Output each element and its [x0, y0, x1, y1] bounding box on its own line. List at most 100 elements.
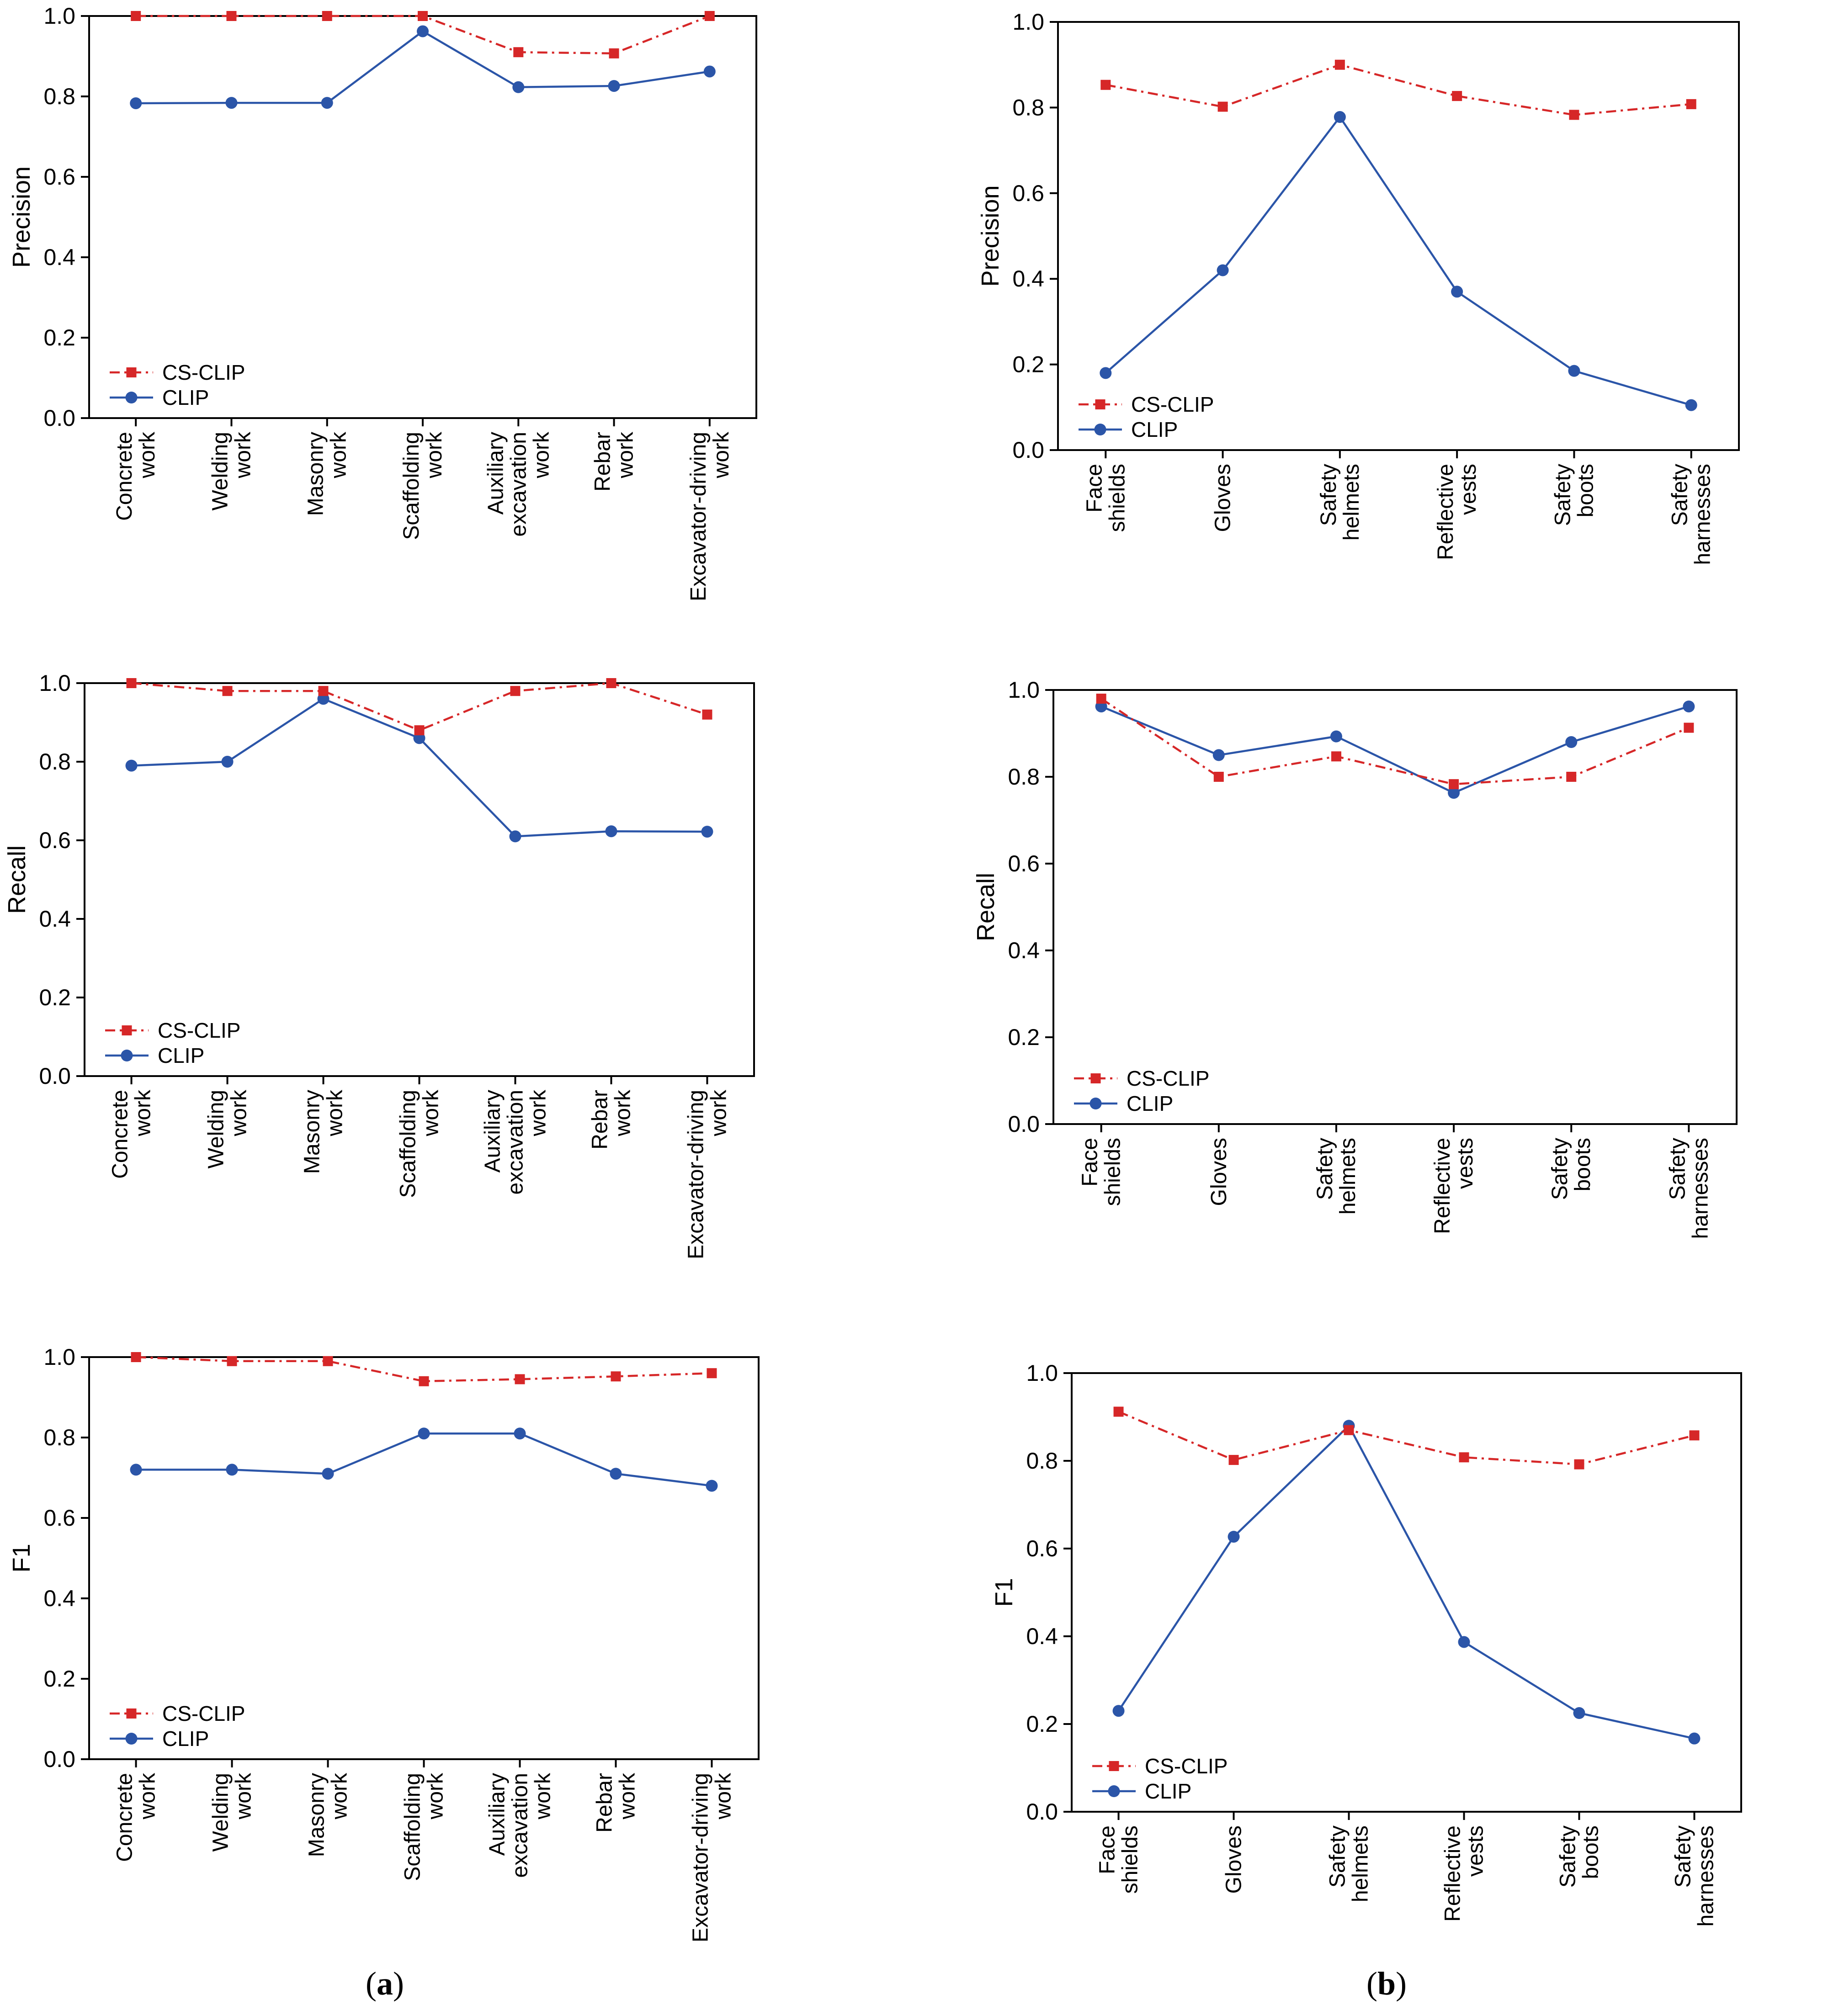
y-tick-label: 0.0 [39, 1063, 71, 1089]
x-tick-label-line: work [232, 1772, 256, 1820]
series-line-clip [1100, 705, 1690, 794]
x-tick-label: Gloves [1222, 1825, 1246, 1894]
data-point-cs-clip [606, 678, 617, 688]
data-point-cs-clip [126, 678, 137, 688]
series-line-clip [1105, 115, 1692, 406]
x-tick-label-line: work [526, 1089, 550, 1136]
x-tick-label: Weldingwork [209, 1772, 256, 1852]
x-tick-label-line: shields [1101, 1138, 1125, 1206]
x-tick-label-line: Rebar [592, 1773, 617, 1833]
y-tick-label: 0.6 [43, 164, 75, 190]
x-tick-label-line: shields [1105, 464, 1129, 532]
x-tick-label-line: work [327, 431, 351, 478]
data-point-cs-clip [611, 1371, 621, 1382]
y-tick-label: 0.6 [39, 828, 71, 853]
x-tick-label-line: vests [1453, 1138, 1478, 1189]
data-point-clip [1112, 1705, 1125, 1717]
x-tick-label-line: Face [1082, 464, 1106, 513]
x-tick-label: Safetyharnesses [1671, 1825, 1718, 1926]
x-tick-label-line: work [707, 1089, 731, 1136]
data-point-clip [706, 1480, 718, 1492]
data-point-clip [509, 830, 521, 843]
x-tick-label-line: work [328, 1772, 352, 1820]
panel-label-b: (b) [1366, 1965, 1407, 2002]
x-tick-label: Faceshields [1095, 1825, 1143, 1894]
x-tick-label: Reflectivevests [1430, 1138, 1478, 1234]
data-point-cs-clip [704, 11, 715, 21]
data-point-cs-clip [1449, 779, 1459, 790]
x-tick-label: Excavator-drivingwork [684, 1089, 731, 1259]
x-tick-label: Safetyhelmets [1313, 1138, 1360, 1215]
x-tick-label: Weldingwork [204, 1089, 251, 1169]
y-tick-label: 0.4 [39, 906, 71, 932]
data-point-clip [605, 825, 617, 838]
x-tick-label-line: Masonry [304, 432, 328, 516]
x-tick-label-line: vests [1463, 1825, 1488, 1877]
data-point-cs-clip [131, 1352, 141, 1362]
x-tick-label: Reflectivevests [1434, 464, 1481, 560]
x-tick-label: Auxiliaryexcavationwork [480, 1089, 550, 1194]
legend-label-cs-clip: CS-CLIP [1145, 1754, 1228, 1778]
x-tick-label-line: Scaffolding [396, 1090, 420, 1198]
y-tick-label: 0.4 [1012, 266, 1044, 292]
x-tick-label: Concretework [113, 1772, 160, 1862]
series-line-cs-clip [1100, 698, 1690, 785]
x-tick-label-line: Welding [209, 1773, 233, 1852]
x-tick-label-line: Concrete [108, 1090, 133, 1179]
plot-frame [1052, 689, 1738, 1125]
x-tick-label-line: Reflective [1430, 1138, 1455, 1234]
x-tick-label-line: Safety [1671, 1825, 1695, 1888]
data-point-cs-clip [1096, 694, 1106, 704]
y-tick-label: 0.8 [43, 1425, 75, 1450]
x-tick-label: Excavator-drivingwork [686, 431, 733, 601]
x-tick-label: Concretework [112, 431, 159, 521]
data-point-clip [701, 826, 713, 838]
data-point-clip [1565, 736, 1578, 748]
y-tick-label: 0.0 [1012, 437, 1044, 463]
x-tick-label: Safetyboots [1551, 464, 1598, 526]
data-point-cs-clip [1569, 110, 1579, 120]
data-point-cs-clip [419, 1376, 429, 1386]
y-tick-label: 0.6 [1012, 180, 1044, 206]
data-point-cs-clip [1574, 1459, 1584, 1470]
x-tick-label-line: Auxiliary [485, 1773, 509, 1856]
legend-label-clip: CLIP [158, 1044, 204, 1067]
data-point-clip [514, 1427, 526, 1440]
legend-marker-cs-clip [1090, 1073, 1101, 1083]
data-point-cs-clip [515, 1374, 525, 1385]
y-tick-label: 0.0 [43, 1746, 75, 1772]
x-tick-label: Concretework [108, 1089, 155, 1179]
chart-4: 0.0 0.2 0.4 0.6 0.8 1.0 Recall Faceshields Glove… [972, 677, 1738, 1239]
x-tick-label: Rebarwork [588, 1089, 635, 1150]
data-point-cs-clip [318, 686, 329, 696]
y-axis-label: Recall [972, 873, 999, 941]
x-tick-label-line: helmets [1336, 1138, 1360, 1215]
x-tick-label-line: Welding [204, 1090, 229, 1169]
x-tick-label-line: Excavator-driving [686, 432, 711, 601]
x-tick-label: Auxiliaryexcavationwork [484, 431, 553, 536]
x-tick-label-line: boots [1579, 1825, 1603, 1879]
x-tick-label: Faceshields [1082, 464, 1129, 532]
y-tick-label: 0.4 [1008, 938, 1040, 963]
legend-label-cs-clip: CS-CLIP [162, 1702, 245, 1725]
data-point-clip [221, 756, 234, 768]
x-tick-label-line: Masonry [305, 1773, 329, 1857]
y-tick-label: 1.0 [1026, 1360, 1058, 1386]
legend-label-cs-clip: CS-CLIP [1127, 1066, 1209, 1090]
legend-marker-clip [1090, 1098, 1102, 1109]
x-tick-label-line: work [323, 1089, 347, 1136]
y-tick-label: 0.2 [1026, 1711, 1058, 1737]
data-point-clip [1334, 111, 1346, 123]
x-tick-label-line: shields [1118, 1825, 1143, 1894]
data-point-cs-clip [1684, 722, 1694, 733]
x-tick-label-line: Safety [1665, 1138, 1690, 1200]
data-point-clip [1573, 1707, 1585, 1719]
x-tick-label-line: Excavator-driving [684, 1090, 708, 1259]
x-tick-label-line: Safety [1313, 1138, 1337, 1200]
x-tick-label-line: Safety [1556, 1825, 1580, 1888]
legend-marker-clip [121, 1050, 133, 1061]
x-tick-label-line: boots [1573, 464, 1598, 517]
data-point-clip [130, 97, 142, 109]
legend-label-cs-clip: CS-CLIP [158, 1019, 240, 1042]
